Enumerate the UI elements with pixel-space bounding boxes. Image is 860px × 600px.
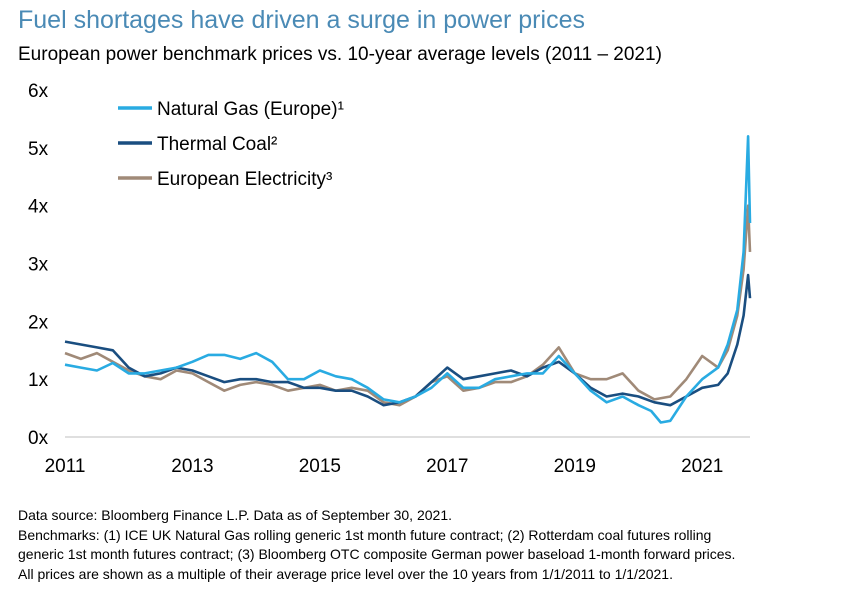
footnote-methodology: All prices are shown as a multiple of th… bbox=[18, 565, 673, 582]
y-tick-label: 3x bbox=[28, 255, 49, 276]
x-tick-label: 2019 bbox=[554, 456, 596, 477]
series-line-2 bbox=[64, 204, 752, 407]
legend-label: European Electricity³ bbox=[157, 169, 332, 190]
footnote-benchmarks-1: Benchmarks: (1) ICE UK Natural Gas rolli… bbox=[18, 526, 712, 543]
x-tick-label: 2021 bbox=[681, 456, 723, 477]
chart-title: Fuel shortages have driven a surge in po… bbox=[18, 6, 585, 34]
y-tick-label: 2x bbox=[28, 312, 49, 333]
y-tick-label: 5x bbox=[28, 139, 49, 160]
y-tick-label: 6x bbox=[28, 81, 49, 102]
legend-label: Thermal Coal² bbox=[157, 134, 277, 155]
series-line-0 bbox=[64, 135, 752, 424]
legend-label: Natural Gas (Europe)¹ bbox=[157, 99, 344, 120]
x-tick-label: 2015 bbox=[299, 456, 341, 477]
y-tick-label: 0x bbox=[28, 428, 49, 449]
chart-subtitle: European power benchmark prices vs. 10-y… bbox=[18, 44, 662, 65]
y-tick-label: 4x bbox=[28, 197, 49, 218]
series-line-1 bbox=[64, 273, 752, 407]
footnote-benchmarks-2: generic 1st month futures contract; (3) … bbox=[18, 546, 736, 562]
x-tick-label: 2013 bbox=[171, 456, 213, 477]
footnote-data-source: Data source: Bloomberg Finance L.P. Data… bbox=[18, 507, 452, 523]
x-tick-label: 2011 bbox=[45, 456, 86, 477]
x-tick-label: 2017 bbox=[426, 456, 468, 477]
chart-footnotes: Data source: Bloomberg Finance L.P. Data… bbox=[18, 506, 853, 584]
line-chart: 0x 1x 2x 3x 4x 5x 6x 2011 2013 2015 2017 2019 2021 Na… bbox=[28, 81, 752, 477]
y-tick-label: 1x bbox=[28, 370, 49, 391]
